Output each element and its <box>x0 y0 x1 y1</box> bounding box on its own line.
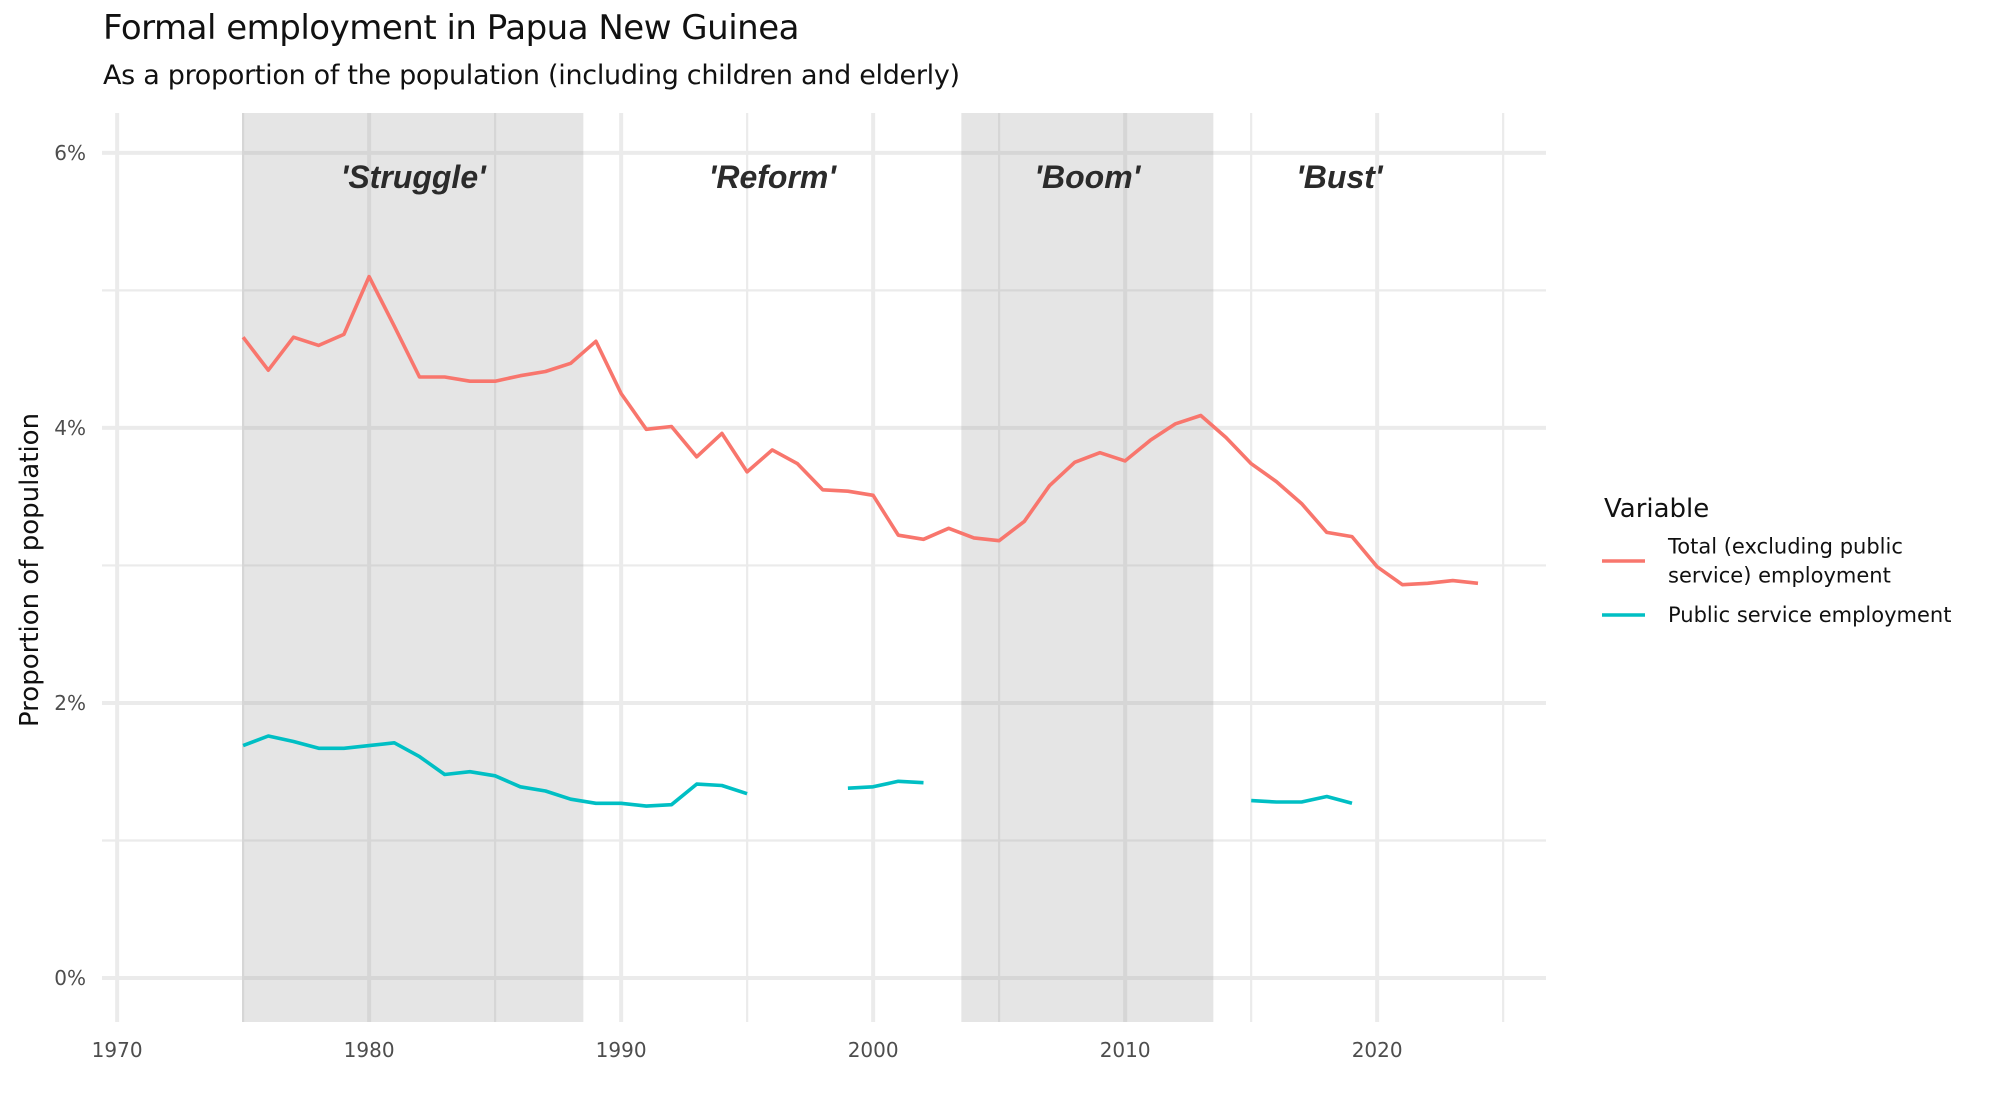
y-tick-label: 2% <box>54 691 86 715</box>
series-layer <box>241 274 1479 808</box>
legend-label: Total (excluding public <box>1667 535 1903 559</box>
period-label: 'Struggle' <box>341 159 487 195</box>
y-tick-label: 6% <box>54 141 86 165</box>
x-tick-label: 2010 <box>1100 1038 1151 1062</box>
chart-title: Formal employment in Papua New Guinea <box>103 8 799 48</box>
series-line-1 <box>1251 794 1353 806</box>
gridlines <box>102 113 1546 1022</box>
period-band <box>243 113 584 1022</box>
period-label: 'Boom' <box>1034 159 1141 195</box>
period-label: 'Bust' <box>1296 159 1384 195</box>
series-line-0 <box>241 274 1479 587</box>
period-band <box>961 113 1214 1022</box>
series-line-1 <box>847 779 924 790</box>
period-shading-layer <box>243 113 1214 1022</box>
period-label: 'Reform' <box>709 159 838 195</box>
legend: Variable Total (excluding public service)… <box>1602 494 1951 627</box>
legend-title: Variable <box>1604 494 1709 524</box>
y-tick-label: 0% <box>54 966 86 990</box>
series-line-1 <box>242 734 748 808</box>
legend-label: service) employment <box>1668 564 1891 588</box>
x-tick-label: 2000 <box>848 1038 899 1062</box>
chart-subtitle: As a proportion of the population (inclu… <box>103 60 960 91</box>
x-tick-label: 1970 <box>92 1038 143 1062</box>
x-tick-label: 1980 <box>344 1038 395 1062</box>
y-axis-title: Proportion of population <box>15 413 45 727</box>
period-labels: 'Struggle' 'Reform' 'Boom' 'Bust' <box>341 159 1384 195</box>
legend-label: Public service employment <box>1668 603 1951 627</box>
axis-labels: 0% 2% 4% 6% 1970 1980 1990 2000 2010 2020 <box>54 141 1402 1062</box>
x-tick-label: 2020 <box>1352 1038 1403 1062</box>
x-tick-label: 1990 <box>596 1038 647 1062</box>
y-tick-label: 4% <box>54 416 86 440</box>
